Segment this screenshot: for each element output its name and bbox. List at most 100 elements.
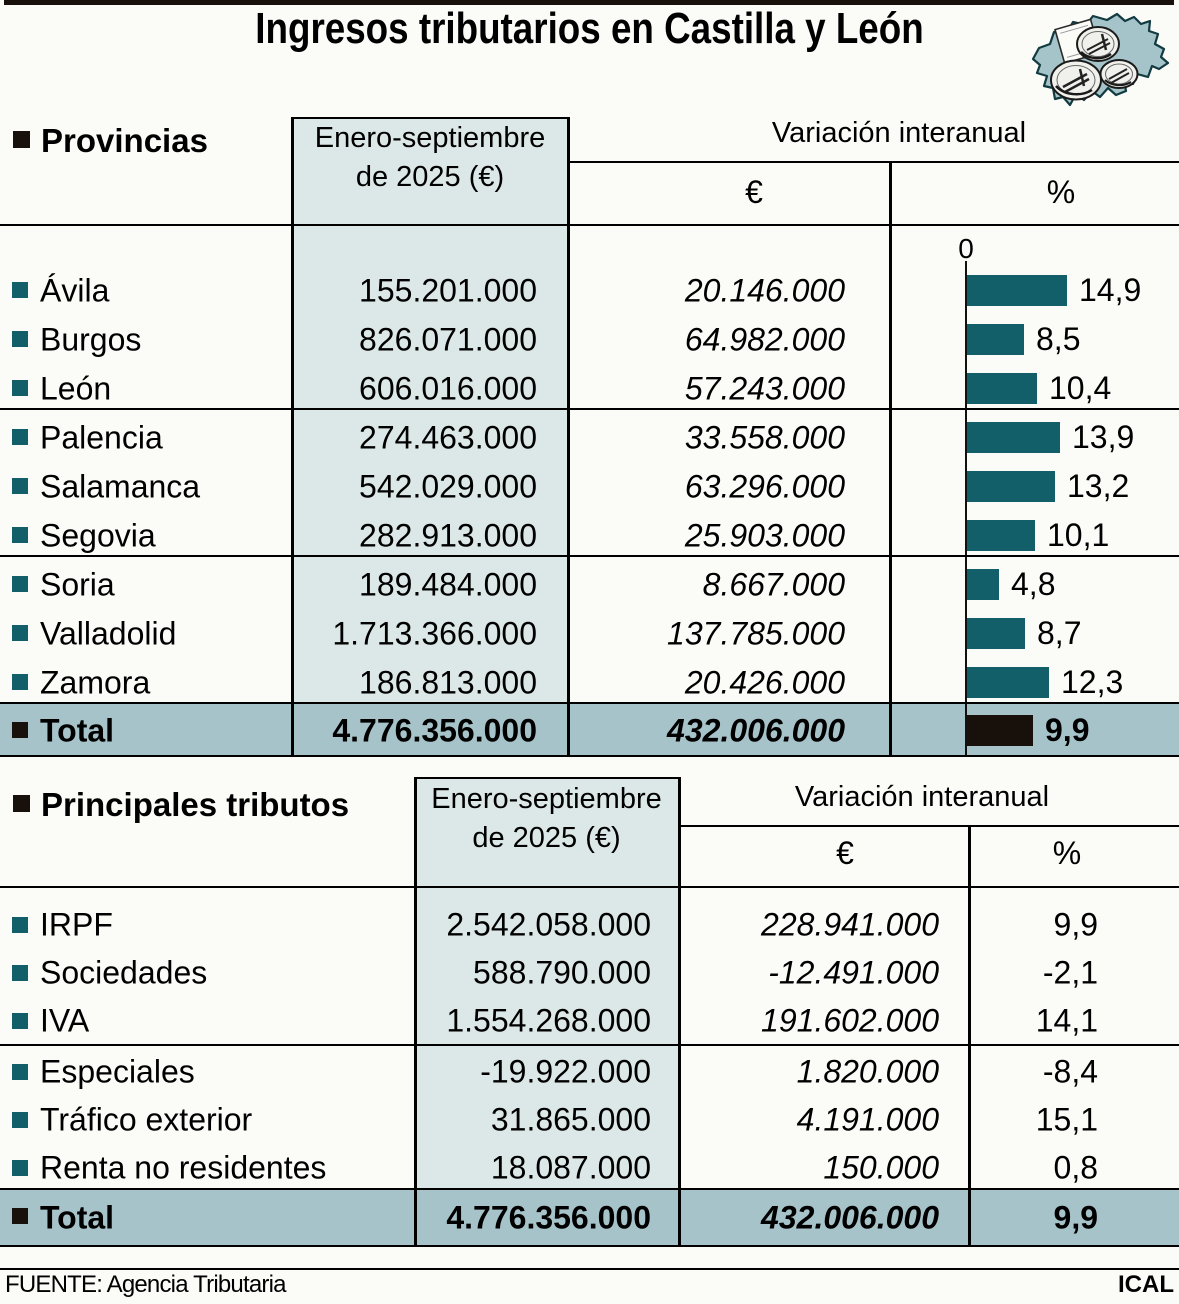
table-row: IRPF 2.542.058.000 228.941.000 9,9: [0, 901, 1179, 949]
amount-value: 186.813.000: [359, 664, 537, 700]
table-row: Zamora 186.813.000 20.426.000 12,3: [0, 658, 1179, 707]
pct-bar: [967, 471, 1055, 502]
amount-value: 4.776.356.000: [446, 1199, 651, 1235]
pct-value: -2,1: [1042, 954, 1098, 991]
total-row-band: [0, 1190, 1179, 1245]
total-label: Total: [40, 1199, 115, 1235]
pct-bar-cell: 8,5: [967, 315, 1080, 364]
pct-value: 13,2: [1067, 468, 1130, 504]
column-divider: [889, 161, 892, 757]
province-label: Ávila: [40, 272, 110, 308]
pct-bar: [967, 324, 1024, 355]
amount-value: -19.922.000: [480, 1053, 651, 1090]
table-row: Segovia 282.913.000 25.903.000 10,1: [0, 511, 1179, 560]
row-bullet-icon: [12, 1064, 28, 1080]
row-bullet-icon: [12, 282, 28, 298]
pct-value: 9,9: [1053, 1199, 1098, 1235]
province-label: Valladolid: [40, 615, 177, 651]
header-box-top-line: [414, 777, 680, 779]
credit-label: ICAL: [1118, 1271, 1174, 1298]
province-label: Palencia: [40, 419, 163, 455]
total-row: Total 4.776.356.000 432.006.000 9,9: [0, 1190, 1179, 1245]
total-bottom-line: [0, 1245, 1179, 1247]
pct-bar-cell: 8,7: [967, 609, 1081, 658]
variation-eur-value: 33.558.000: [684, 419, 845, 455]
amount-value: 282.913.000: [359, 517, 537, 553]
table-row: Sociedades 588.790.000 -12.491.000 -2,1: [0, 949, 1179, 997]
pct-value: 12,3: [1061, 664, 1124, 700]
row-bullet-icon: [12, 1112, 28, 1128]
total-row: Total 4.776.356.000 432.006.000 9,9: [0, 704, 1179, 757]
tax-label: Sociedades: [40, 954, 208, 991]
table-row: Especiales -19.922.000 1.820.000 -8,4: [0, 1048, 1179, 1096]
pct-value: -8,4: [1042, 1053, 1098, 1090]
pct-bar-cell: 14,9: [967, 266, 1141, 315]
amount-value: 2.542.058.000: [446, 906, 651, 943]
variation-eur-value: 432.006.000: [761, 1199, 939, 1235]
variation-eur-value: 20.426.000: [684, 664, 845, 700]
footer-rule: [0, 1268, 1179, 1270]
pct-value: 15,1: [1035, 1101, 1098, 1138]
variation-eur-value: 20.146.000: [684, 272, 845, 308]
table-row: Soria 189.484.000 8.667.000 4,8: [0, 560, 1179, 609]
province-label: León: [40, 370, 112, 406]
coin-icon: [1050, 59, 1102, 101]
pct-value: 14,9: [1079, 272, 1142, 308]
eur-subheader: €: [836, 835, 854, 871]
variation-header: Variación interanual: [771, 117, 1027, 149]
period-header-line2: de 2025 (€): [472, 822, 621, 854]
tax-label: Renta no residentes: [40, 1149, 327, 1186]
column-divider: [567, 117, 570, 757]
row-bullet-icon: [12, 965, 28, 981]
table-row: Ávila 155.201.000 20.146.000 14,9: [0, 266, 1179, 315]
pct-bar-cell: 4,8: [967, 560, 1055, 609]
row-bullet-icon: [12, 1160, 28, 1176]
source-label: FUENTE: Agencia Tributaria: [5, 1271, 286, 1298]
variation-underline: [567, 161, 1179, 163]
row-bullet-icon: [12, 917, 28, 933]
pct-bar-cell: 9,9: [967, 704, 1089, 757]
pct-bar: [967, 373, 1037, 404]
province-label: Salamanca: [40, 468, 201, 504]
tax-label: IVA: [40, 1002, 90, 1039]
amount-value: 588.790.000: [473, 954, 651, 991]
table-row: Renta no residentes 18.087.000 150.000 0…: [0, 1144, 1179, 1192]
header-box-top-line: [291, 117, 569, 119]
variation-eur-value: 25.903.000: [684, 517, 845, 553]
table-row: Valladolid 1.713.366.000 137.785.000 8,7: [0, 609, 1179, 658]
table-row: Palencia 274.463.000 33.558.000 13,9: [0, 413, 1179, 462]
table-row: Tráfico exterior 31.865.000 4.191.000 15…: [0, 1096, 1179, 1144]
tax-label: Especiales: [40, 1053, 195, 1090]
group-separator-line: [0, 408, 1179, 410]
variation-eur-value: 64.982.000: [684, 321, 845, 357]
province-label: Zamora: [40, 664, 151, 700]
period-column-shading: [415, 777, 678, 1190]
pct-subheader: %: [1052, 835, 1082, 871]
variation-eur-value: 432.006.000: [667, 712, 845, 748]
variation-eur-value: -12.491.000: [768, 954, 939, 991]
coin-icon: [1076, 26, 1120, 62]
period-column-shading: [292, 117, 568, 704]
row-bullet-icon: [12, 674, 28, 690]
top-rule: [4, 0, 1174, 5]
pct-value: 8,7: [1037, 615, 1082, 651]
pct-value: 8,5: [1036, 321, 1081, 357]
table-row: IVA 1.554.268.000 191.602.000 14,1: [0, 997, 1179, 1045]
amount-value: 1.554.268.000: [446, 1002, 651, 1039]
period-column-header: Enero-septiembre de 2025 (€): [292, 119, 568, 197]
variation-eur-value: 1.820.000: [796, 1053, 939, 1090]
pct-value: 0,8: [1053, 1149, 1098, 1186]
amount-value: 542.029.000: [359, 468, 537, 504]
variation-eur-value: 63.296.000: [684, 468, 845, 504]
coin-icon: [1099, 59, 1139, 89]
variation-eur-value: 8.667.000: [702, 566, 845, 602]
row-bullet-icon: [12, 1013, 28, 1029]
table-row: Salamanca 542.029.000 63.296.000 13,2: [0, 462, 1179, 511]
amount-value: 155.201.000: [359, 272, 537, 308]
amount-value: 31.865.000: [490, 1101, 651, 1138]
total-top-line: [0, 1188, 1179, 1190]
section-title: Provincias: [41, 122, 208, 159]
row-bullet-icon: [12, 527, 28, 543]
pct-value: 9,9: [1045, 712, 1090, 748]
row-bullet-icon: [12, 429, 28, 445]
